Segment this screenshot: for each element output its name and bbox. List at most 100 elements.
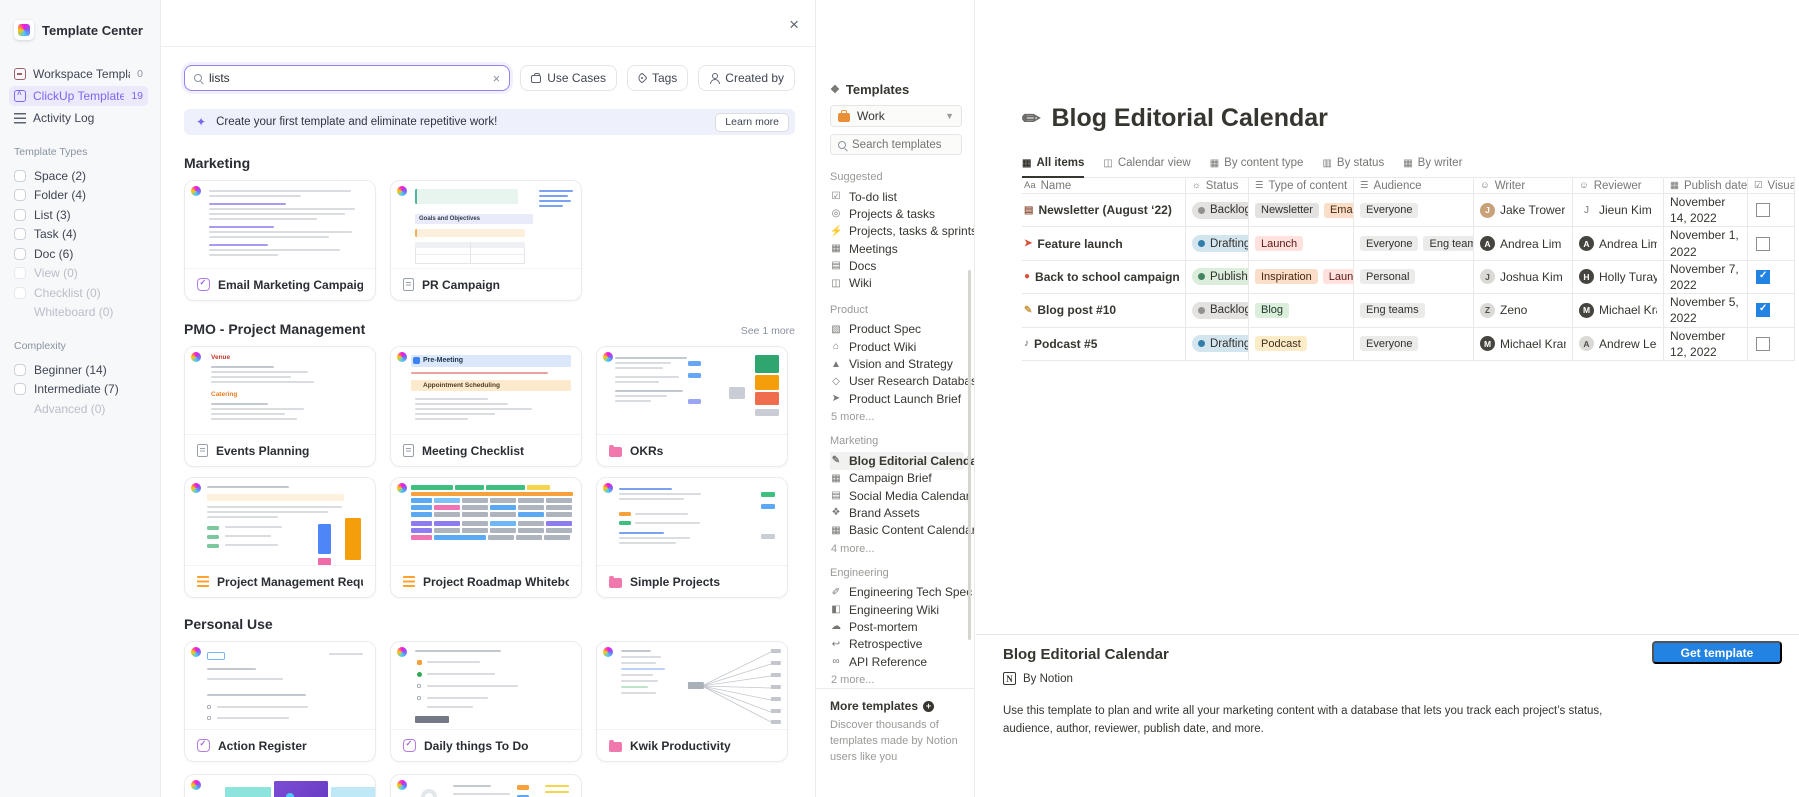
- checkbox[interactable]: [14, 208, 26, 221]
- table-cell-visuals[interactable]: [1748, 327, 1795, 361]
- template-item-post-mortem[interactable]: ☁ Post-mortem: [831, 619, 918, 634]
- table-cell-audience[interactable]: Everyone: [1354, 194, 1474, 228]
- tab-by-writer[interactable]: ▦ By writer: [1403, 157, 1463, 169]
- column-header-status[interactable]: ☼ Status: [1186, 178, 1249, 194]
- show-more-link[interactable]: 2 more...: [831, 674, 875, 687]
- template-item-projects-tasks[interactable]: ◎ Projects & tasks: [831, 206, 936, 221]
- table-cell-reviewer[interactable]: A Andrew Lee: [1573, 327, 1664, 361]
- checkbox[interactable]: [14, 169, 26, 182]
- column-header-publish-date[interactable]: ▦ Publish date: [1664, 178, 1748, 194]
- template-item-product-wiki[interactable]: ⌂ Product Wiki: [830, 338, 964, 355]
- get-template-button[interactable]: Get template: [1652, 641, 1782, 664]
- visuals-checkbox[interactable]: [1756, 203, 1770, 218]
- table-cell-audience[interactable]: Eng teams: [1354, 294, 1474, 328]
- tab-calendar-view[interactable]: ◫ Calendar view: [1103, 157, 1191, 169]
- clear-search-icon[interactable]: ×: [492, 70, 501, 86]
- table-cell-reviewer[interactable]: H Holly Turay: [1573, 260, 1664, 295]
- templates-search-input[interactable]: [852, 138, 952, 151]
- table-cell-content-type[interactable]: NewsletterEmail: [1249, 194, 1354, 228]
- table-cell-writer[interactable]: J Jake Trower: [1474, 194, 1573, 228]
- created-by-button[interactable]: Created by: [698, 65, 795, 91]
- template-item-vision-and-strategy[interactable]: ▲ Vision and Strategy: [831, 357, 953, 372]
- column-header-audience[interactable]: ☰ Audience: [1354, 178, 1474, 194]
- template-item-meetings[interactable]: ▦ Meetings: [831, 241, 898, 256]
- template-item-wiki[interactable]: ◫ Wiki: [831, 276, 872, 291]
- category-dropdown[interactable]: Work ▼: [830, 105, 962, 127]
- filter-folder[interactable]: Folder (4): [14, 186, 148, 206]
- tab-by-content-type[interactable]: ▦ By content type: [1209, 157, 1304, 169]
- scrollbar[interactable]: [968, 270, 971, 640]
- tags-button[interactable]: Tags: [626, 65, 689, 91]
- template-card-meeting-checklist[interactable]: Pre-Meeting Appointment Scheduling Meeti…: [390, 346, 582, 467]
- column-header-reviewer[interactable]: ☺ Reviewer: [1573, 178, 1664, 194]
- table-cell-publish-date[interactable]: November 5, 2022: [1664, 294, 1748, 328]
- checkbox[interactable]: [14, 189, 26, 202]
- tab-by-status[interactable]: ▥ By status: [1322, 157, 1385, 169]
- template-card-project-roadmap-whiteboard[interactable]: Project Roadmap Whiteboard: [390, 477, 582, 598]
- checkbox[interactable]: [14, 363, 26, 376]
- table-cell-audience[interactable]: Personal: [1354, 260, 1474, 295]
- filter-beginner[interactable]: Beginner (14): [14, 360, 148, 380]
- table-cell-content-type[interactable]: Blog: [1249, 294, 1354, 328]
- template-item-social-media-calendar[interactable]: ▤ Social Media Calendar: [831, 488, 970, 503]
- column-header-writer[interactable]: ☺ Writer: [1474, 178, 1573, 194]
- table-cell-publish-date[interactable]: November 7, 2022: [1664, 260, 1748, 295]
- checkbox[interactable]: [14, 383, 26, 396]
- table-row-name[interactable]: ♪ Podcast #5: [1022, 327, 1186, 361]
- table-cell-status[interactable]: Backlog: [1186, 294, 1249, 328]
- template-card-partial[interactable]: [390, 774, 582, 797]
- template-card-action-register[interactable]: Action Register: [184, 641, 376, 762]
- sidebar-item-workspace-templates[interactable]: Workspace Templates 0: [9, 64, 148, 84]
- template-card-daily-things-to-do[interactable]: Daily things To Do: [390, 641, 582, 762]
- template-item-brand-assets[interactable]: ❖ Brand Assets: [831, 505, 920, 520]
- table-cell-writer[interactable]: A Andrea Lim: [1474, 227, 1573, 261]
- template-item-docs[interactable]: ▤ Docs: [831, 258, 877, 273]
- template-item-campaign-brief[interactable]: ▦ Campaign Brief: [831, 471, 932, 486]
- visuals-checkbox[interactable]: [1756, 269, 1770, 284]
- table-cell-writer[interactable]: J Joshua Kim: [1474, 260, 1573, 295]
- table-row-name[interactable]: ▤ Newsletter (August ‘22): [1022, 194, 1186, 228]
- filter-space[interactable]: Space (2): [14, 166, 148, 186]
- table-cell-content-type[interactable]: Podcast: [1249, 327, 1354, 361]
- learn-more-button[interactable]: Learn more: [715, 112, 789, 132]
- template-card-kwik-productivity[interactable]: Kwik Productivity: [596, 641, 788, 762]
- table-cell-writer[interactable]: Z Zeno: [1474, 294, 1573, 328]
- table-cell-publish-date[interactable]: November 1, 2022: [1664, 227, 1748, 261]
- table-cell-status[interactable]: Drafting: [1186, 327, 1249, 361]
- table-cell-visuals[interactable]: [1748, 194, 1795, 228]
- template-item-engineering-wiki[interactable]: ◧ Engineering Wiki: [831, 602, 940, 617]
- template-item-product-launch-brief[interactable]: ➤ Product Launch Brief: [831, 391, 962, 406]
- column-header-name[interactable]: Aa Name: [1022, 178, 1186, 194]
- table-row-name[interactable]: ➤ Feature launch: [1022, 227, 1186, 261]
- table-cell-publish-date[interactable]: November 14, 2022: [1664, 194, 1748, 228]
- table-row-name[interactable]: ✎ Blog post #10: [1022, 294, 1186, 328]
- filter-list[interactable]: List (3): [14, 205, 148, 225]
- template-item-api-reference[interactable]: ∞ API Reference: [830, 653, 964, 670]
- template-item-user-research-database[interactable]: ◇ User Research Database: [830, 373, 974, 390]
- table-cell-audience[interactable]: Everyone: [1354, 327, 1474, 361]
- sidebar-item-clickup-templates[interactable]: ClickUp Templates 19: [9, 86, 148, 106]
- template-search-field[interactable]: ×: [184, 65, 511, 91]
- table-cell-content-type[interactable]: InspirationLaunch: [1249, 260, 1354, 295]
- template-card-partial[interactable]: [184, 774, 376, 797]
- table-cell-status[interactable]: Drafting: [1186, 227, 1249, 261]
- table-cell-content-type[interactable]: Launch: [1249, 227, 1354, 261]
- see-more-link[interactable]: See 1 more: [740, 325, 795, 337]
- checkbox[interactable]: [14, 247, 26, 260]
- table-cell-reviewer[interactable]: J Jieun Kim: [1573, 194, 1664, 228]
- template-item-product-spec[interactable]: ▧ Product Spec: [831, 322, 922, 337]
- template-item-engineering-tech-spec[interactable]: ✐ Engineering Tech Spec: [831, 585, 973, 600]
- table-cell-reviewer[interactable]: A Andrea Lim: [1573, 227, 1664, 261]
- checkbox[interactable]: [14, 228, 26, 241]
- template-card-events-planning[interactable]: Venue Catering Events Planning: [184, 346, 376, 467]
- table-cell-visuals[interactable]: [1748, 294, 1795, 328]
- table-cell-visuals[interactable]: [1748, 227, 1795, 261]
- table-cell-status[interactable]: Publish...: [1186, 260, 1249, 295]
- visuals-checkbox[interactable]: [1756, 336, 1770, 351]
- show-more-link[interactable]: 5 more...: [831, 411, 875, 424]
- template-item-projects-tasks-sprints[interactable]: ⚡ Projects, tasks & sprints: [830, 224, 974, 239]
- filter-task[interactable]: Task (4): [14, 225, 148, 245]
- template-card-pr-campaign[interactable]: Goals and Objectives PR Campaign: [390, 180, 582, 301]
